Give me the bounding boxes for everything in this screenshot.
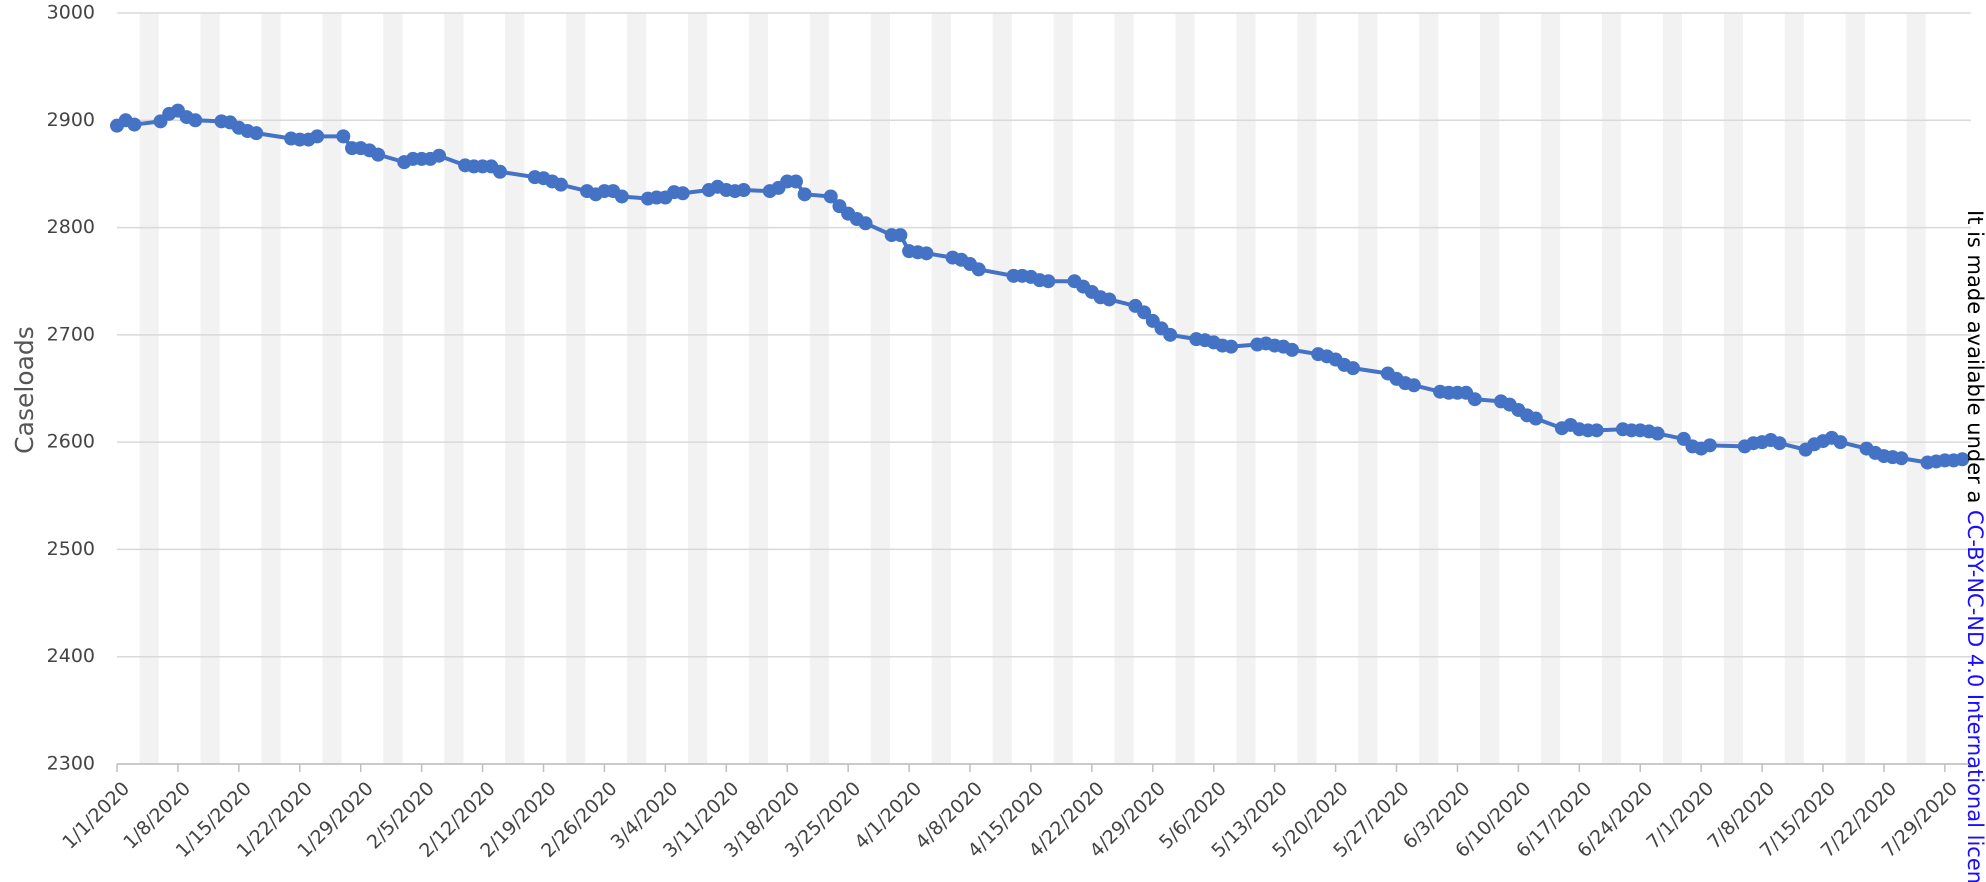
data-point [1772, 436, 1787, 451]
data-point [310, 129, 325, 144]
weekend-band [748, 13, 769, 764]
data-point [1163, 327, 1178, 342]
data-point [1702, 438, 1717, 453]
data-point [336, 129, 351, 144]
weekend-band [139, 13, 159, 764]
data-point [432, 148, 447, 163]
plot-area [110, 103, 1970, 470]
weekend-band [627, 13, 647, 764]
data-point [1224, 339, 1239, 354]
y-tick-label: 2600 [47, 431, 95, 453]
y-axis-label: Caseloads [10, 326, 39, 454]
weekend-bands [139, 13, 1926, 764]
data-point [492, 164, 507, 179]
weekend-band [200, 13, 220, 764]
data-point [553, 177, 568, 192]
data-point [127, 117, 142, 132]
data-point [1589, 423, 1604, 438]
weekend-band [1358, 13, 1378, 764]
weekend-band [1601, 13, 1622, 764]
weekend-band [1175, 13, 1195, 764]
data-point [893, 228, 908, 243]
weekend-band [809, 13, 830, 764]
weekend-band [1480, 13, 1500, 764]
y-tick-label: 2400 [47, 645, 95, 667]
weekend-band [931, 13, 951, 764]
data-point [1467, 392, 1482, 407]
weekend-band [1723, 13, 1743, 764]
data-point [249, 126, 264, 141]
data-point [1346, 361, 1360, 376]
y-tick-label: 2300 [47, 753, 95, 775]
weekend-band [1784, 13, 1804, 764]
weekend-band [261, 13, 281, 764]
data-point [614, 189, 629, 204]
data-point [1955, 452, 1970, 467]
license-link[interactable]: CC-BY-NC-ND 4.0 International license. [1963, 510, 1986, 882]
data-point [788, 174, 803, 189]
data-point [858, 216, 873, 231]
weekend-band [505, 13, 525, 764]
data-point [1041, 274, 1056, 289]
y-tick-label: 2500 [47, 538, 95, 560]
data-point [823, 189, 838, 204]
data-point [371, 147, 386, 162]
data-point [188, 113, 203, 128]
data-point [675, 186, 690, 201]
weekend-band [1236, 13, 1256, 764]
weekend-band [1053, 13, 1073, 764]
license-note: It is made available under a CC-BY-NC-ND… [1963, 210, 1986, 882]
weekend-band [870, 13, 890, 764]
data-point [1137, 305, 1152, 320]
license-prefix: It is made available under a [1963, 210, 1986, 510]
weekend-band [1541, 13, 1561, 764]
weekend-band [322, 13, 342, 764]
weekend-band [1114, 13, 1134, 764]
y-tick-label: 3000 [47, 2, 95, 24]
data-point [971, 262, 986, 277]
data-point [1285, 342, 1300, 357]
data-point [1528, 411, 1543, 426]
y-tick-label: 2800 [47, 216, 95, 238]
data-point [1833, 435, 1848, 450]
weekend-band [687, 13, 708, 764]
data-point [1650, 426, 1665, 441]
weekend-band [992, 13, 1012, 764]
data-point [1406, 378, 1421, 393]
weekend-band [383, 13, 403, 764]
weekend-band [566, 13, 586, 764]
weekend-band [444, 13, 464, 764]
weekend-band [1845, 13, 1865, 764]
data-point [1894, 451, 1909, 466]
data-point [736, 183, 751, 198]
data-point [797, 187, 812, 202]
data-point [919, 246, 934, 261]
y-tick-label: 2700 [47, 323, 95, 345]
weekend-band [1297, 13, 1317, 764]
weekend-band [1662, 13, 1683, 764]
y-tick-label: 2900 [47, 109, 95, 131]
data-point [1102, 292, 1117, 307]
weekend-band [1906, 13, 1926, 764]
